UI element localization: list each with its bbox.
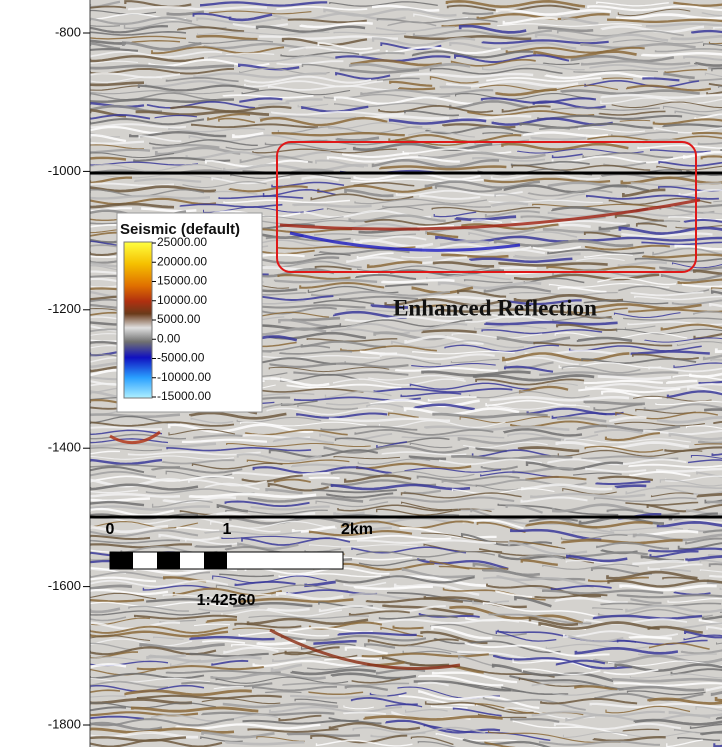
depth-axis: -800 -1000 -1200 -1400 -1600 -1800 (48, 24, 90, 731)
texture-stroke (90, 444, 216, 447)
legend-label: 25000.00 (157, 235, 207, 249)
texture-stroke (196, 546, 232, 547)
texture-stroke (501, 268, 537, 269)
legend-label: 5000.00 (157, 312, 201, 326)
legend-label: -5000.00 (157, 351, 205, 365)
scale-segment (157, 552, 180, 569)
texture-stroke (90, 66, 234, 68)
legend-label: 15000.00 (157, 274, 207, 288)
legend: Seismic (default) 25000.0020000.0015000.… (117, 213, 262, 412)
legend-label: -15000.00 (157, 389, 211, 403)
scale-segment (204, 552, 227, 569)
scale-label: 0 (106, 521, 115, 538)
tick-label: -1600 (48, 578, 81, 593)
color-bar (124, 242, 152, 398)
annotation: Enhanced Reflection (393, 295, 597, 320)
tick-label: -1400 (48, 440, 81, 455)
texture-stroke (90, 288, 120, 289)
texture-stroke (667, 381, 697, 383)
scale-segment (110, 552, 133, 569)
texture-stroke (698, 494, 722, 496)
scale-label: 2km (341, 521, 373, 538)
tick-label: -1800 (48, 716, 81, 731)
tick-label: -1200 (48, 301, 81, 316)
texture-stroke (273, 133, 405, 135)
scale-ratio: 1:42560 (197, 592, 256, 609)
legend-label: 0.00 (157, 331, 181, 345)
scale-label: 1 (223, 521, 232, 538)
tick-label: -800 (55, 24, 81, 39)
legend-label: 20000.00 (157, 254, 207, 268)
texture-stroke (399, 88, 435, 89)
tick-label: -1000 (48, 163, 81, 178)
legend-label: -10000.00 (157, 370, 211, 384)
legend-label: 10000.00 (157, 293, 207, 307)
texture-stroke (616, 486, 646, 487)
texture-stroke (441, 87, 471, 88)
texture-stroke (310, 478, 340, 479)
